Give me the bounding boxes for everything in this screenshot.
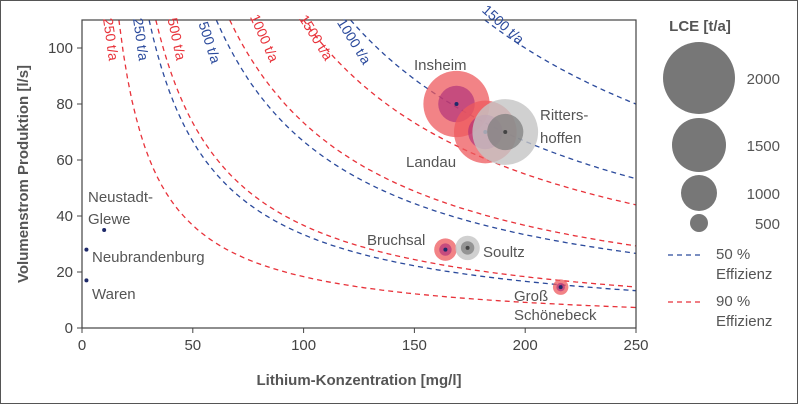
iso-line-eff50-500	[215, 19, 637, 255]
site-bubble	[84, 278, 89, 283]
site-label: Soultz	[483, 244, 525, 261]
legend-size-label: 2000	[747, 71, 780, 88]
site-point	[102, 228, 107, 232]
iso-line-eff90-500	[155, 19, 637, 288]
site-label: Neustadt-	[88, 189, 153, 206]
site-bubble	[84, 247, 89, 252]
iso-line-eff50-1500	[484, 19, 637, 105]
site-point	[465, 245, 470, 250]
site-point	[454, 102, 459, 106]
site-label-line2: Glewe	[88, 211, 131, 228]
site-bubble	[455, 235, 480, 261]
legend-line-label2: Effizienz	[716, 266, 772, 283]
x-tick-label: 200	[513, 337, 538, 354]
site-bubble	[102, 228, 107, 232]
site-point	[558, 285, 563, 290]
site-label: Insheim	[414, 57, 467, 74]
legend-bubble-2000	[663, 42, 735, 114]
iso-line-label: 250 t/a	[100, 17, 122, 62]
site-label: Bruchsal	[367, 232, 425, 249]
site-bubble	[552, 279, 569, 295]
x-axis-label: Lithium-Konzentration [mg/l]	[257, 372, 462, 389]
site-point	[443, 247, 448, 252]
legend-size-label: 1500	[747, 138, 780, 155]
y-tick-label: 20	[56, 264, 73, 281]
legend-bubble-500	[690, 214, 708, 232]
site-label: Neubrandenburg	[92, 249, 205, 266]
site-label: Ritters-	[540, 107, 588, 124]
site-point	[84, 278, 89, 283]
y-tick-label: 0	[65, 320, 73, 337]
site-bubble	[472, 99, 539, 165]
site-bubbles	[84, 70, 569, 295]
site-point	[84, 247, 89, 252]
y-tick-label: 80	[56, 96, 73, 113]
legend-bubble-1500	[672, 118, 726, 172]
legend: LCE [t/a] 2000 1500 1000 500 50 % Effizienz 90…	[663, 18, 780, 330]
x-tick-label: 100	[291, 337, 316, 354]
legend-size-label: 500	[755, 216, 780, 233]
site-labels: Insheim Landau Ritters-hoffen Bruchsal Soult…	[88, 57, 597, 324]
legend-bubble-1000	[681, 175, 717, 211]
site-label-line2: Schönebeck	[514, 307, 597, 324]
legend-line-label: 50 %	[716, 246, 750, 263]
x-tick-label: 150	[402, 337, 427, 354]
y-tick-label: 100	[48, 40, 73, 57]
site-label: Groß	[514, 288, 548, 305]
iso-line-eff90-1500	[302, 19, 637, 206]
iso-line-label: 250 t/a	[130, 17, 152, 62]
y-tick-label: 60	[56, 152, 73, 169]
legend-line-label: 90 %	[716, 293, 750, 310]
site-label: Waren	[92, 286, 136, 303]
site-label: Landau	[406, 154, 456, 171]
x-tick-label: 0	[78, 337, 86, 354]
plot-frame	[81, 19, 637, 329]
legend-line-label2: Effizienz	[716, 313, 772, 330]
x-tick-label: 50	[184, 337, 201, 354]
site-point	[503, 130, 508, 134]
iso-line-eff90-1000	[229, 19, 637, 247]
site-label-line2: hoffen	[540, 130, 581, 147]
site-bubble	[434, 238, 457, 261]
legend-size-label: 1000	[747, 186, 780, 203]
x-tick-label: 250	[623, 337, 648, 354]
iso-line-eff50-1000	[350, 19, 637, 180]
y-tick-label: 40	[56, 208, 73, 225]
axis-ticks: 0 50 100 150 200 250 0 20 40 60 80 100	[48, 40, 649, 354]
iso-line-eff90-250	[118, 19, 637, 309]
legend-title: LCE [t/a]	[669, 18, 731, 35]
y-axis-label: Volumenstrom Produktion [l/s]	[15, 65, 32, 283]
